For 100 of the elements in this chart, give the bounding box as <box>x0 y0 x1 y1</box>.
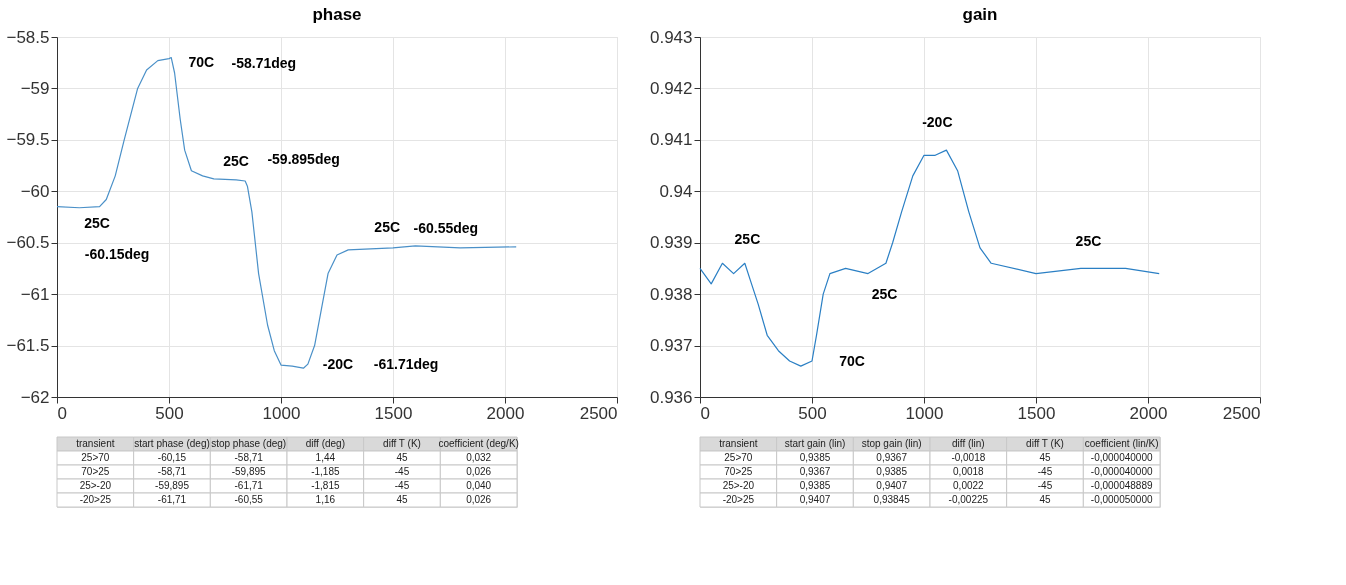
chart-title: phase <box>312 5 362 24</box>
text: diff (lin) <box>952 438 985 449</box>
text: -58,71 <box>234 452 264 463</box>
annotation: -60.55deg <box>413 220 479 237</box>
x-tick-label: 500 <box>798 403 827 423</box>
text: -45 <box>394 480 410 491</box>
text: -45 <box>1037 480 1053 491</box>
text: 0,9407 <box>799 494 831 505</box>
text: 45 <box>396 452 408 463</box>
text: 0,0018 <box>953 466 985 477</box>
y-tick-label: −60.5 <box>6 233 50 253</box>
y-tick-label: 0.937 <box>649 336 693 356</box>
text: -61,71 <box>234 480 264 491</box>
line-series <box>699 149 1160 367</box>
text: 0,032 <box>466 452 492 463</box>
text: -61,71 <box>157 494 187 505</box>
text: -59,895 <box>231 466 267 477</box>
text: 0,9367 <box>876 452 908 463</box>
text: -20>25 <box>722 494 755 505</box>
annotation: 25C <box>1075 233 1102 250</box>
y-tick-label: −58.5 <box>6 27 50 47</box>
text: -59,895 <box>155 480 190 491</box>
text: -1,815 <box>311 480 340 491</box>
annotation: -20C <box>922 114 953 131</box>
text: 0,026 <box>466 494 492 505</box>
annotation: 25C <box>84 215 110 232</box>
text: 0,9385 <box>799 452 831 463</box>
x-tick-label: 0 <box>700 403 710 423</box>
y-tick-label: −62 <box>20 387 50 407</box>
text: 0,9385 <box>876 466 908 477</box>
text: 25>-20 <box>79 480 112 491</box>
text: 25>70 <box>81 452 110 463</box>
text: transient <box>719 438 758 449</box>
text: 1,44 <box>315 452 336 463</box>
x-tick-label: 1000 <box>262 403 301 423</box>
x-tick-label: 2500 <box>579 403 618 423</box>
text: start phase (deg) <box>134 438 210 449</box>
annotation: -60.15deg <box>84 246 150 263</box>
y-tick-label: −59 <box>20 78 50 98</box>
y-tick-label: 0.936 <box>649 387 693 407</box>
text: -1,185 <box>311 466 340 477</box>
text: 0,0022 <box>953 480 985 491</box>
annotation: -58.71deg <box>231 55 297 71</box>
text: start gain (lin) <box>784 438 846 449</box>
text: 0,93845 <box>873 494 911 505</box>
x-tick-label: 2000 <box>1129 403 1168 423</box>
text: diff (deg) <box>305 438 345 449</box>
text: 0,9367 <box>799 466 831 477</box>
y-tick-label: 0.938 <box>649 284 693 304</box>
annotation: 25C <box>374 219 401 236</box>
text: 70>25 <box>81 466 110 477</box>
text: stop phase (deg) <box>211 438 287 449</box>
y-tick-label: −61.5 <box>6 336 50 356</box>
text: coefficient (deg/K) <box>438 438 519 449</box>
x-tick-label: 2000 <box>486 403 525 423</box>
y-tick-label: 0.94 <box>659 181 693 201</box>
annotation: 25C <box>871 286 898 303</box>
x-tick-label: 2500 <box>1222 403 1261 423</box>
y-tick-label: 0.943 <box>649 27 693 47</box>
y-tick-label: −61 <box>20 284 50 304</box>
text: 0,9385 <box>799 480 831 491</box>
text: 45 <box>1039 494 1051 505</box>
text: 25>70 <box>724 452 753 463</box>
text: -45 <box>394 466 410 477</box>
text: -0,000048889 <box>1090 480 1153 491</box>
text: diff T (K) <box>1026 438 1064 449</box>
annotation: -61.71deg <box>373 356 439 373</box>
text: transient <box>76 438 115 449</box>
text: 45 <box>1039 452 1051 463</box>
text: 1,16 <box>315 494 336 505</box>
annotation: 25C <box>734 231 761 248</box>
text: -0,0018 <box>951 452 986 463</box>
text: 0,9407 <box>876 480 908 491</box>
text: 45 <box>396 494 408 505</box>
annotation: 70C <box>188 53 215 70</box>
y-tick-label: 0.941 <box>649 130 693 150</box>
text: -20>25 <box>79 494 112 505</box>
text: -58,71 <box>157 466 187 477</box>
text: 0,040 <box>466 480 492 491</box>
text: -60,55 <box>234 494 264 505</box>
y-tick-label: −60 <box>20 181 50 201</box>
annotation: -59.895deg <box>267 151 340 168</box>
text: -0,000040000 <box>1090 466 1153 477</box>
text: -0,00225 <box>948 494 989 505</box>
text: coefficient (lin/K) <box>1084 438 1159 449</box>
x-tick-label: 500 <box>155 403 184 423</box>
annotation: -20C <box>322 356 354 373</box>
text: stop gain (lin) <box>861 438 922 449</box>
text: 0,026 <box>466 466 492 477</box>
text: -60,15 <box>157 452 187 463</box>
annotation: 25C <box>223 152 249 169</box>
text: diff T (K) <box>383 438 421 449</box>
x-tick-label: 1500 <box>1017 403 1056 423</box>
text: -0,000040000 <box>1090 452 1153 463</box>
annotation: 70C <box>839 353 865 370</box>
text: 70>25 <box>724 466 753 477</box>
chart-title: gain <box>962 5 998 24</box>
text: -45 <box>1037 466 1053 477</box>
y-tick-label: −59.5 <box>6 130 50 150</box>
x-tick-label: 1000 <box>905 403 944 423</box>
